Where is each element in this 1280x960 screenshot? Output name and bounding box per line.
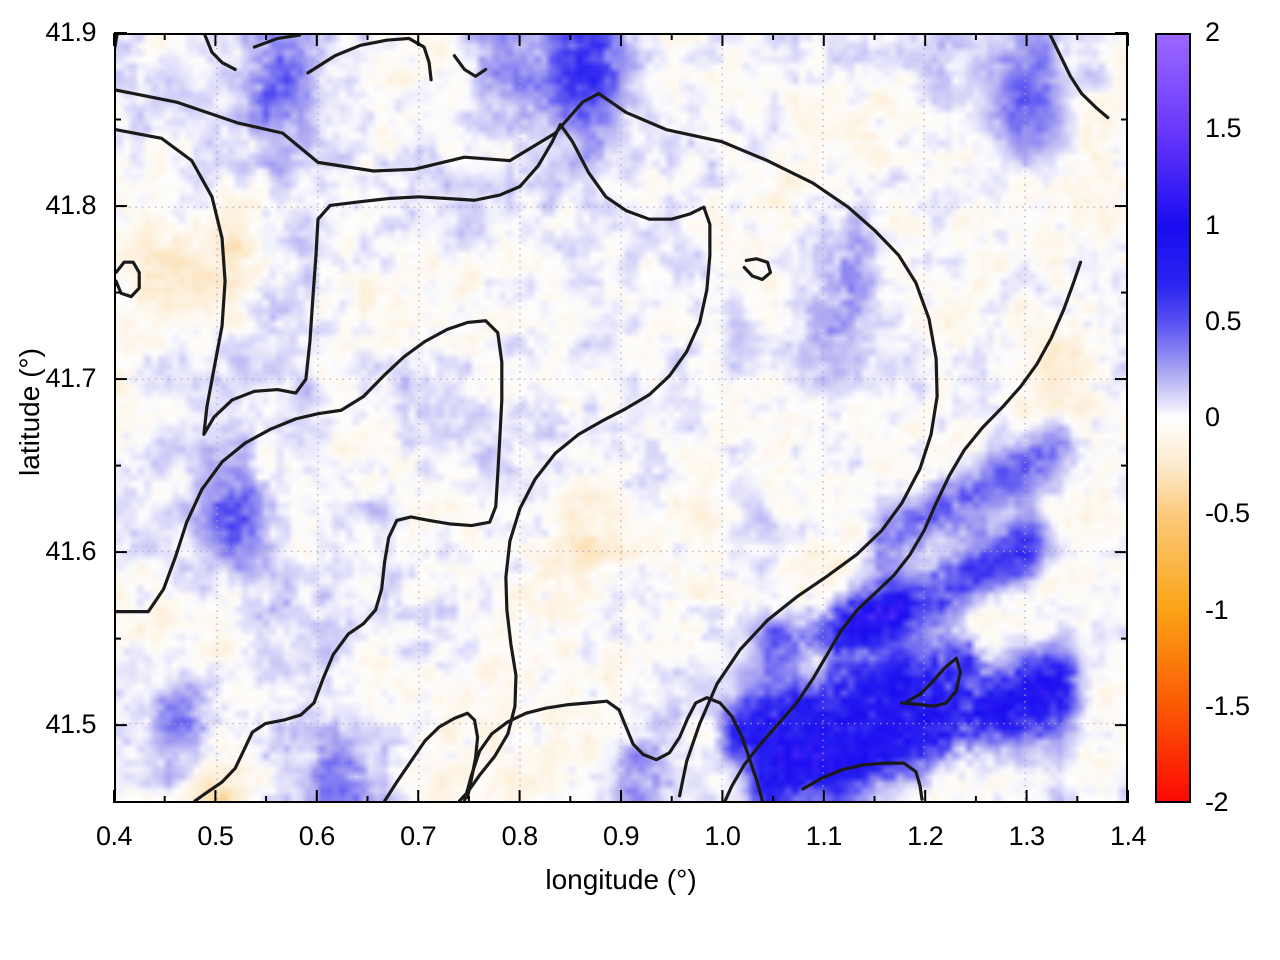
plot-area <box>114 33 1128 803</box>
x-axis-tick-label: 1.0 <box>704 821 741 851</box>
y-axis-tick-label: 41.5 <box>45 709 96 740</box>
y-axis-title: latitude (°) <box>14 348 45 476</box>
x-axis-tick-label: 0.7 <box>400 821 437 851</box>
x-axis-title: longitude (°) <box>545 864 697 895</box>
x-axis-tick-label: 1.4 <box>1109 821 1147 851</box>
x-axis-tick-label: 0.8 <box>501 821 539 851</box>
y-axis-tick-label: 41.8 <box>45 190 96 221</box>
x-axis-tick-label: 0.4 <box>95 821 133 851</box>
colorbar-tick-label: 0 <box>1205 402 1220 432</box>
colorbar <box>1155 33 1191 803</box>
colorbar-tick-label: -0.5 <box>1205 498 1250 529</box>
x-axis-tick-label: 0.5 <box>197 821 234 851</box>
colorbar-tick-label: 2 <box>1205 17 1220 47</box>
x-axis-tick-label: 0.6 <box>298 821 336 851</box>
colorbar-tick-label: 1.5 <box>1205 113 1242 144</box>
x-axis-tick-label: 1.1 <box>805 821 843 851</box>
colorbar-tick-label: -2 <box>1205 787 1229 817</box>
colorbar-gradient <box>1157 35 1189 801</box>
y-axis-tick-label: 41.6 <box>45 536 96 567</box>
y-axis-tick-label: 41.7 <box>45 363 96 394</box>
contour-lines <box>116 35 1110 801</box>
colorbar-tick-label: 1 <box>1205 209 1220 240</box>
x-axis-tick-label: 0.9 <box>602 821 640 851</box>
grid-lines <box>116 35 1126 801</box>
colorbar-tick-label: -1 <box>1205 594 1229 625</box>
colorbar-tick-label: 0.5 <box>1205 305 1242 336</box>
y-axis-tick-label: 41.9 <box>45 17 96 47</box>
x-axis-tick-label: 1.3 <box>1008 821 1046 851</box>
colorbar-tick-label: -1.5 <box>1205 690 1250 721</box>
x-axis-tick-label: 1.2 <box>907 821 944 851</box>
